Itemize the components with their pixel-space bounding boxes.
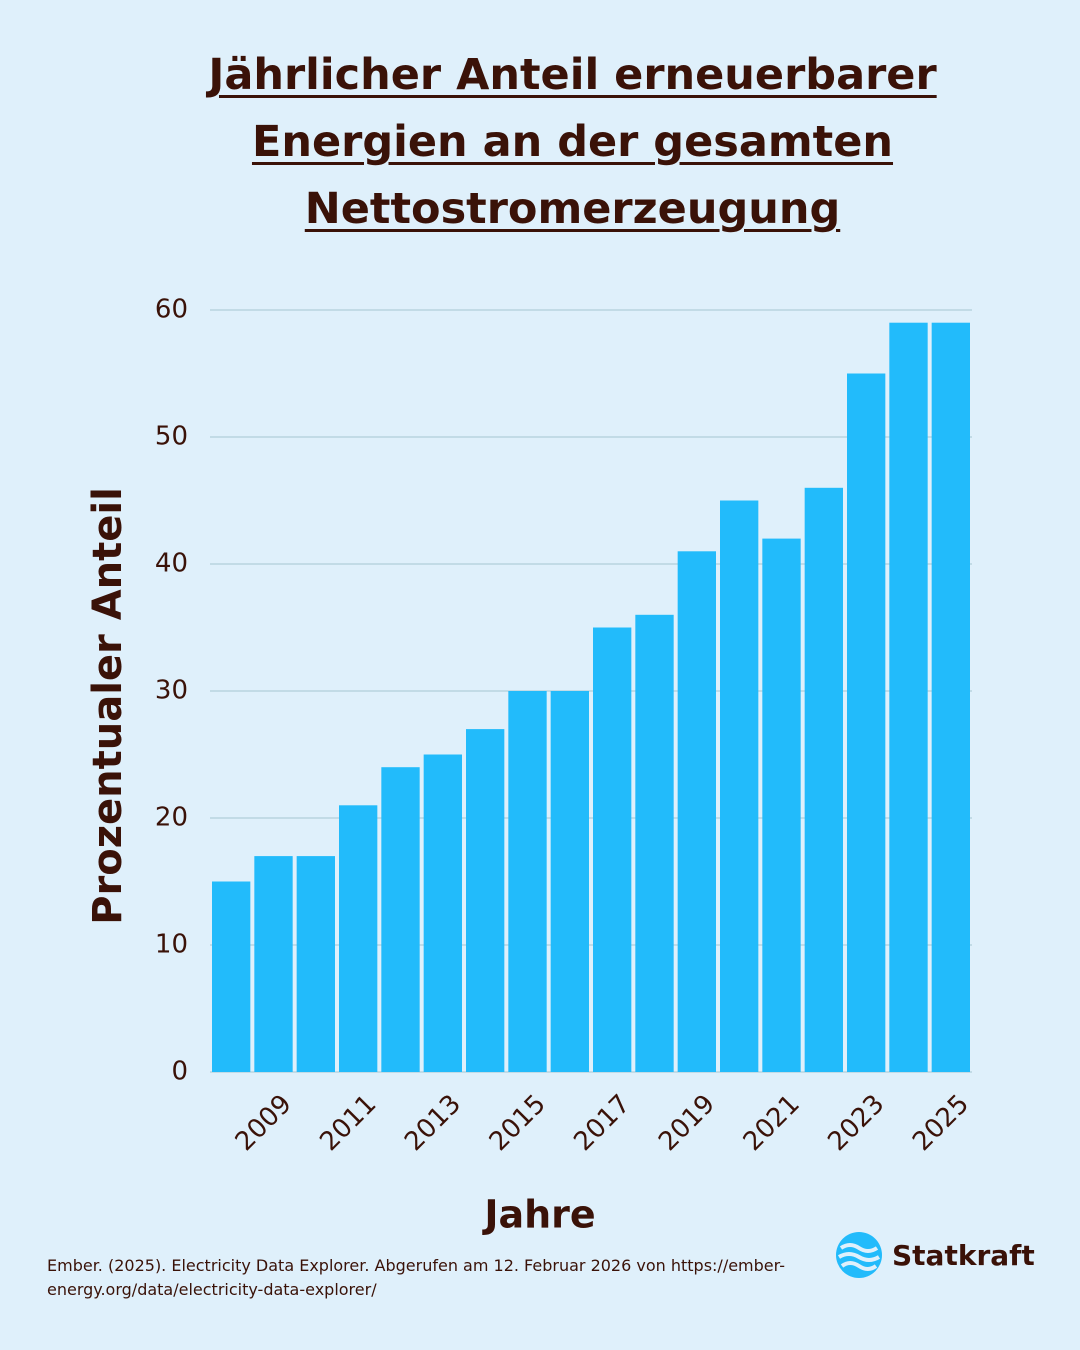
y-axis-label: Prozentualer Anteil — [85, 487, 131, 925]
chart-title: Jährlicher Anteil erneuerbarer Energien … — [208, 50, 937, 234]
bar — [423, 754, 462, 1072]
x-axis-label: Jahre — [481, 1193, 595, 1237]
x-tick-label: 2015 — [484, 1089, 552, 1157]
bar — [593, 627, 632, 1072]
bar — [508, 691, 547, 1072]
chart: 0 10 20 30 40 50 60 Prozentualer Anteil Jahre 200… — [85, 295, 975, 1237]
bar — [677, 551, 716, 1072]
x-tick-label: 2011 — [314, 1089, 382, 1157]
logo: Statkraft — [836, 1232, 1035, 1278]
logo-icon — [836, 1232, 882, 1278]
y-tick-label: 60 — [155, 295, 188, 325]
bar — [847, 373, 886, 1072]
y-tick-label: 20 — [155, 803, 188, 833]
bar — [762, 538, 801, 1072]
y-tick-label: 50 — [155, 422, 188, 452]
x-tick-label: 2017 — [568, 1089, 636, 1157]
x-tick-label: 2019 — [653, 1089, 721, 1157]
x-tick-label: 2009 — [230, 1089, 298, 1157]
y-tick-label: 40 — [155, 549, 188, 579]
x-tick-label: 2023 — [822, 1089, 890, 1157]
bar — [550, 691, 589, 1072]
bar — [635, 614, 674, 1072]
bar — [339, 805, 378, 1072]
x-tick-label: 2025 — [907, 1089, 975, 1157]
x-tick-label: 2021 — [738, 1089, 806, 1157]
bar — [296, 856, 335, 1072]
y-tick-label: 10 — [155, 930, 188, 960]
bar — [931, 322, 970, 1072]
bar — [466, 729, 505, 1072]
x-tick-label: 2013 — [399, 1089, 467, 1157]
y-tick-label: 0 — [171, 1057, 188, 1087]
bar — [889, 322, 928, 1072]
y-tick-label: 30 — [155, 676, 188, 706]
bar — [254, 856, 293, 1072]
bar — [804, 487, 843, 1072]
source-note: Ember. (2025). Electricity Data Explorer… — [47, 1256, 785, 1299]
bar — [212, 881, 251, 1072]
bar — [381, 767, 420, 1072]
logo-text: Statkraft — [892, 1238, 1035, 1272]
bar — [720, 500, 759, 1072]
